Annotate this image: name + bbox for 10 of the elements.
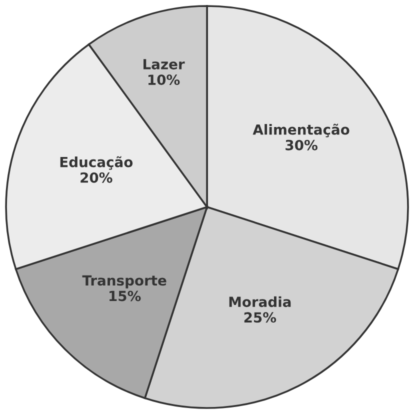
slice-label: Educação [60, 156, 133, 170]
data-label: 30% [286, 140, 318, 150]
data-label: 20% [80, 172, 112, 183]
data-label: 25% [244, 312, 276, 323]
slice-label: Lazer [144, 59, 185, 70]
slice-label: Alimentação [252, 124, 350, 138]
data-label: 15% [110, 290, 141, 302]
slice-label: Moradia [229, 296, 291, 308]
slice-label: Transporte [82, 275, 166, 288]
data-label: 10% [148, 74, 180, 86]
